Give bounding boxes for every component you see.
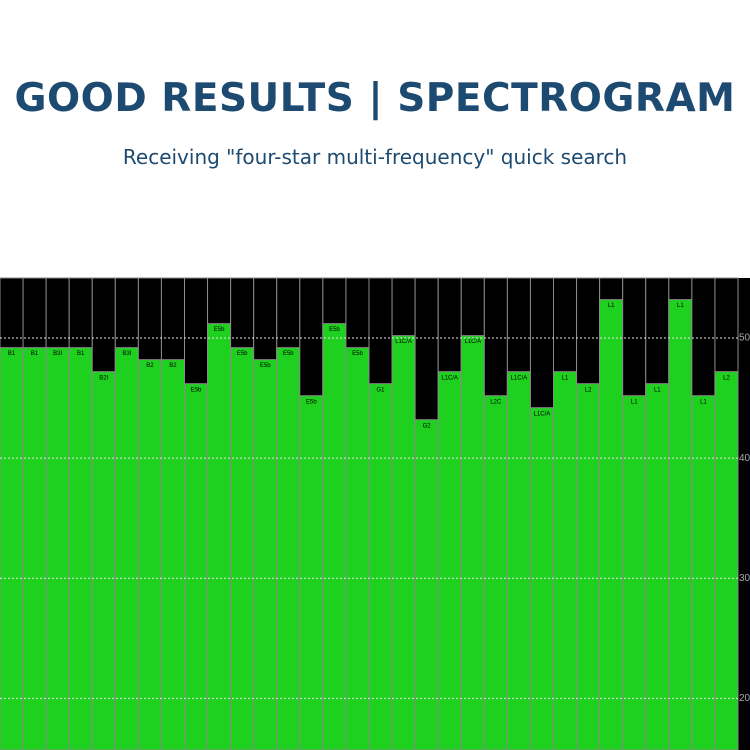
bar-label: L1 — [654, 387, 661, 393]
bar-label: E5b — [237, 351, 248, 357]
bar-label: L2 — [723, 375, 730, 381]
bar — [506, 371, 531, 750]
bar — [622, 395, 647, 750]
bar — [45, 347, 70, 750]
bar-label: E5b — [306, 399, 317, 405]
bar — [322, 323, 347, 750]
bar — [22, 347, 47, 750]
bar-label: L1C/A — [534, 411, 551, 417]
bar — [576, 383, 601, 750]
bar — [230, 347, 255, 750]
bar-label: B1 — [8, 351, 16, 357]
y-tick-label: 40 — [739, 453, 750, 464]
title: GOOD RESULTS | SPECTROGRAM — [14, 76, 736, 121]
bar-label: L1C/A — [395, 339, 412, 345]
y-tick-label: 50 — [739, 333, 750, 344]
bar — [276, 347, 301, 750]
bar-label: E5b — [260, 363, 271, 369]
bar-label: L1C/A — [511, 375, 528, 381]
bar-label: E5b — [329, 327, 340, 333]
bar-label: L1 — [562, 375, 569, 381]
bar-label: B3I — [122, 351, 131, 357]
bar — [414, 419, 439, 750]
bar — [668, 299, 693, 750]
bar-label: E5b — [191, 387, 202, 393]
bar-label: E5b — [352, 351, 363, 357]
bar-label: G2 — [423, 423, 432, 429]
bar-label: B3I — [53, 351, 62, 357]
bar — [645, 383, 670, 750]
bar — [691, 395, 716, 750]
bar-label: E5b — [283, 351, 294, 357]
bar-label: B1 — [77, 351, 85, 357]
bar — [345, 347, 370, 750]
bar-label: G1 — [377, 387, 386, 393]
bar — [184, 383, 209, 750]
bar — [68, 347, 93, 750]
bar — [391, 335, 416, 750]
bar-label: L2C — [490, 399, 502, 405]
bar-label: E5b — [214, 327, 225, 333]
bar — [299, 395, 324, 750]
bar — [437, 371, 462, 750]
bar — [0, 347, 24, 750]
bar-label: B2I — [99, 375, 108, 381]
subtitle: Receiving "four-star multi-frequency" qu… — [122, 145, 628, 169]
bar — [253, 359, 278, 750]
bar-label: B2 — [146, 363, 154, 369]
bar — [114, 347, 139, 750]
bar-label: L1 — [608, 303, 615, 309]
bar — [207, 323, 232, 750]
bar — [368, 383, 393, 750]
bar — [137, 359, 162, 750]
y-tick-label: 30 — [739, 573, 750, 584]
bar-label: L1 — [631, 399, 638, 405]
bar-label: L1C/A — [441, 375, 458, 381]
bar-label: L2 — [585, 387, 592, 393]
bar-label: B1 — [31, 351, 39, 357]
bar — [553, 371, 578, 750]
bar — [599, 299, 624, 750]
bar-label: L1C/A — [464, 339, 481, 345]
bar — [483, 395, 508, 750]
bar-label: L1 — [700, 399, 707, 405]
bar — [460, 335, 485, 750]
bar — [714, 371, 739, 750]
bar-label: B2 — [169, 363, 177, 369]
bar-label: L1 — [677, 303, 684, 309]
bar — [160, 359, 185, 750]
bar — [91, 371, 116, 750]
y-tick-label: 20 — [739, 693, 750, 704]
